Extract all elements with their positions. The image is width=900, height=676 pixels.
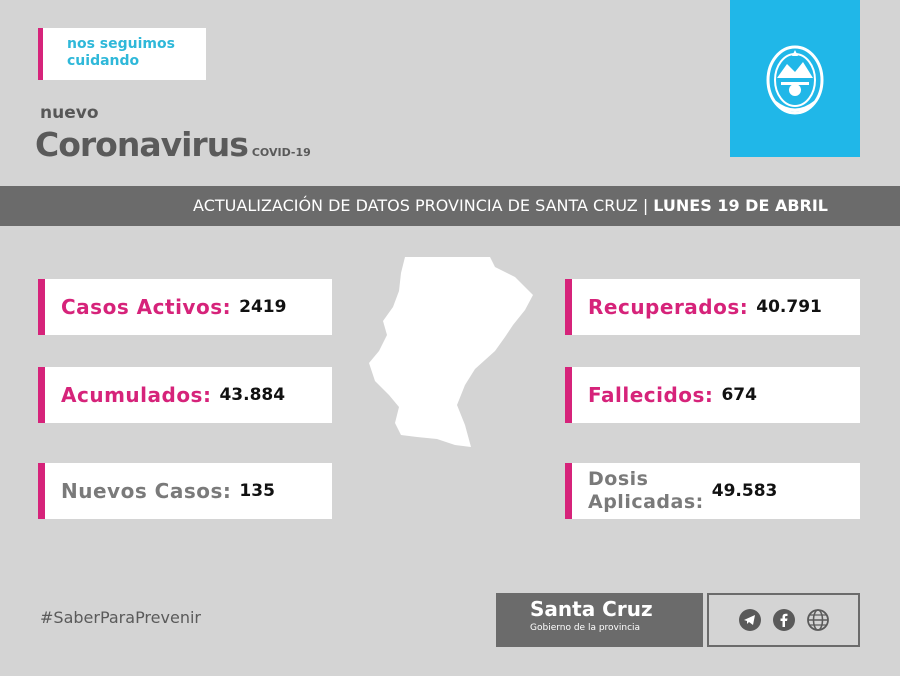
emblem-panel [730, 0, 860, 157]
stat-label-activos: Casos Activos: [61, 295, 232, 319]
banner-text: ACTUALIZACIÓN DE DATOS PROVINCIA DE SANT… [193, 196, 654, 215]
brand-name: Santa Cruz [530, 597, 653, 621]
stat-card-activos: Casos Activos: 2419 [38, 279, 332, 335]
stat-card-acumulados: Acumulados: 43.884 [38, 367, 332, 423]
tagline-box: nos seguimos cuidando [38, 28, 206, 80]
social-links [707, 593, 860, 647]
stat-card-dosis: Dosis Aplicadas: 49.583 [565, 463, 860, 519]
stat-card-recuperados: Recuperados: 40.791 [565, 279, 860, 335]
stat-value-recuperados: 40.791 [756, 297, 822, 317]
telegram-icon[interactable] [738, 608, 762, 632]
stat-card-nuevos: Nuevos Casos: 135 [38, 463, 332, 519]
page-title: Coronavirus COVID-19 [35, 125, 311, 164]
tagline-line1: nos seguimos [67, 36, 175, 52]
stat-label-dosis-line1: Dosis [588, 468, 649, 490]
tagline-line2: cuidando [67, 53, 140, 69]
banner-date: LUNES 19 DE ABRIL [653, 196, 828, 215]
title-tag: COVID-19 [251, 146, 311, 159]
stat-label-dosis-line2: Aplicadas: [588, 491, 704, 513]
globe-icon[interactable] [806, 608, 830, 632]
title-main: Coronavirus [35, 125, 249, 164]
stat-label-nuevos: Nuevos Casos: [61, 479, 232, 503]
stat-label-acumulados: Acumulados: [61, 383, 212, 407]
stat-value-activos: 2419 [239, 297, 287, 317]
brand-subtitle: Gobierno de la provincia [530, 623, 641, 633]
update-banner: ACTUALIZACIÓN DE DATOS PROVINCIA DE SANT… [0, 186, 900, 226]
stat-label-recuperados: Recuperados: [588, 295, 749, 319]
stat-label-dosis: Dosis Aplicadas: [588, 468, 704, 514]
santa-cruz-map-icon [369, 257, 533, 447]
heading-small: nuevo [40, 103, 99, 123]
hashtag: #SaberParaPrevenir [40, 608, 201, 627]
stat-value-dosis: 49.583 [711, 481, 778, 501]
stat-value-fallecidos: 674 [721, 385, 757, 405]
provincial-emblem-icon [766, 45, 824, 115]
facebook-icon[interactable] [772, 608, 796, 632]
stat-label-fallecidos: Fallecidos: [588, 383, 714, 407]
stat-card-fallecidos: Fallecidos: 674 [565, 367, 860, 423]
stat-value-acumulados: 43.884 [219, 385, 286, 405]
stat-value-nuevos: 135 [239, 481, 275, 501]
footer-brand: Santa Cruz Gobierno de la provincia [496, 593, 703, 647]
